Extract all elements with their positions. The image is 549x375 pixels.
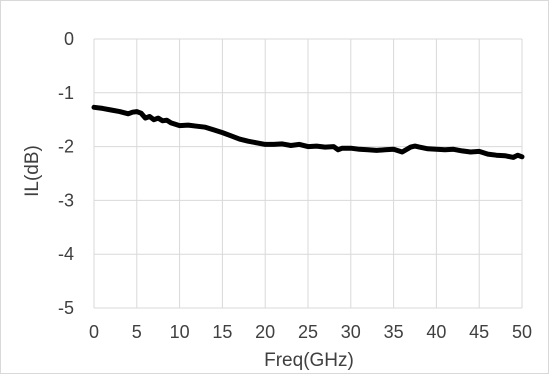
y-axis-title: IL(dB) xyxy=(22,145,43,197)
x-tick-label: 5 xyxy=(132,322,142,342)
x-tick-label: 45 xyxy=(469,322,489,342)
grid-lines xyxy=(93,38,523,309)
x-tick-label: 20 xyxy=(255,322,275,342)
y-tick-label: -3 xyxy=(58,190,74,210)
x-axis-title: Freq(GHz) xyxy=(264,350,354,371)
x-tick-label: 15 xyxy=(212,322,232,342)
series-line xyxy=(91,104,525,160)
x-tick-label: 25 xyxy=(298,322,318,342)
x-tick-label: 10 xyxy=(170,322,190,342)
y-tick-labels: 0 -1 -2 -3 -4 -5 xyxy=(58,29,74,318)
y-tick-label: -1 xyxy=(58,83,74,103)
x-tick-labels: 0 5 10 15 20 25 30 35 40 45 50 xyxy=(89,322,532,342)
x-tick-label: 40 xyxy=(426,322,446,342)
y-tick-label: -5 xyxy=(58,298,74,318)
y-tick-label: 0 xyxy=(64,29,74,49)
y-tick-label: -4 xyxy=(58,244,74,264)
x-tick-label: 35 xyxy=(384,322,404,342)
x-tick-label: 0 xyxy=(89,322,99,342)
x-tick-label: 50 xyxy=(512,322,532,342)
y-tick-label: -2 xyxy=(58,137,74,157)
x-tick-label: 30 xyxy=(341,322,361,342)
series-layer xyxy=(91,104,525,160)
